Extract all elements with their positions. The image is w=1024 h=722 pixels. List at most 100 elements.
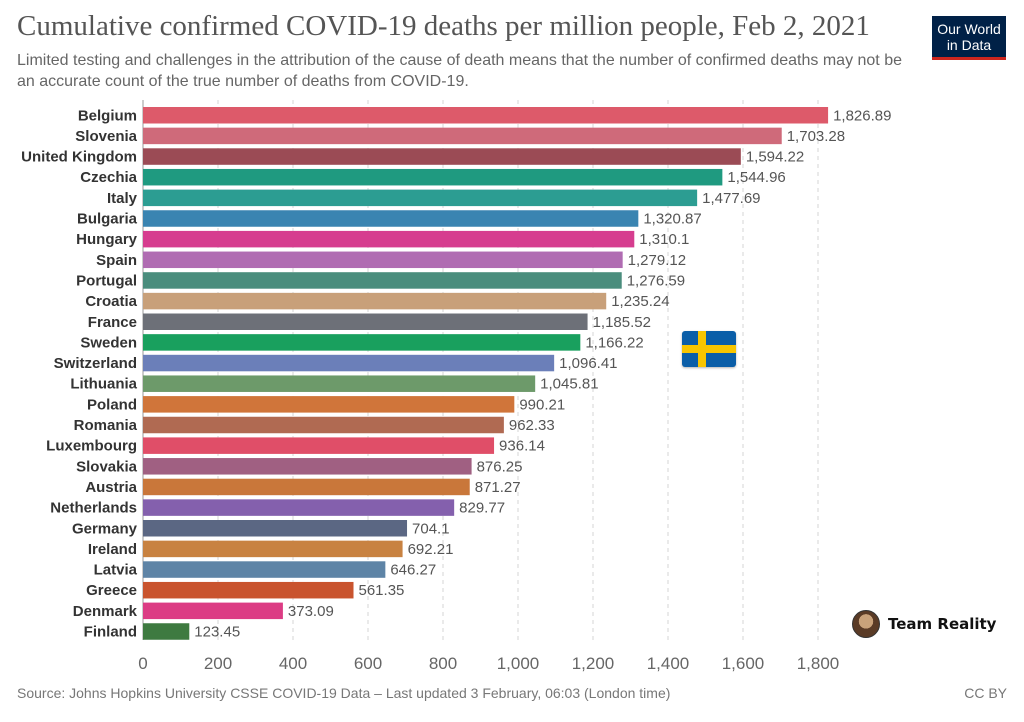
category-label: Portugal [76,272,137,289]
category-label: Lithuania [70,376,137,393]
x-tick-label: 0 [138,654,147,673]
value-label: 962.33 [509,417,555,434]
bar[interactable] [143,396,515,413]
category-label: Bulgaria [77,211,138,228]
value-label: 1,544.96 [727,169,785,186]
value-label: 829.77 [459,500,505,517]
category-label: Switzerland [54,355,137,372]
chart-title: Cumulative confirmed COVID-19 deaths per… [17,10,870,42]
category-label: Greece [86,582,137,599]
value-label: 1,279.12 [628,252,686,269]
value-label: 692.21 [408,541,454,558]
bar[interactable] [143,107,829,124]
bar[interactable] [143,499,455,516]
value-label: 871.27 [475,479,521,496]
value-label: 1,096.41 [559,355,617,372]
bar[interactable] [143,478,470,496]
bar[interactable] [143,168,723,186]
bar[interactable] [143,210,639,227]
bar[interactable] [143,292,607,310]
bar[interactable] [143,561,386,578]
category-label: Italy [107,190,138,207]
category-label: Latvia [94,562,138,579]
bar[interactable] [143,416,504,434]
bar[interactable] [143,437,495,454]
x-tick-label: 800 [429,654,457,673]
bar[interactable] [143,375,536,392]
category-label: Sweden [80,334,137,351]
category-label: Romania [74,417,138,434]
category-label: Austria [85,479,137,496]
sweden-flag-icon [682,331,736,367]
value-label: 1,185.52 [593,314,651,331]
bar[interactable] [143,520,408,537]
bar[interactable] [143,540,403,558]
value-label: 1,310.1 [639,231,689,248]
x-tick-label: 1,800 [797,654,840,673]
chart-subtitle: Limited testing and challenges in the at… [17,52,902,90]
source-note: Source: Johns Hopkins University CSSE CO… [17,685,671,701]
owid-logo[interactable]: Our World in Data [932,16,1006,60]
x-tick-label: 1,200 [572,654,615,673]
bar[interactable] [143,189,698,207]
team-reality-watermark: Team Reality [852,610,996,638]
bar[interactable] [143,272,622,289]
value-label: 876.25 [477,458,523,475]
value-label: 1,276.59 [627,272,685,289]
value-label: 1,235.24 [611,293,669,310]
logo-line-2: in Data [946,36,992,53]
category-label: Denmark [73,603,138,620]
category-label: Slovakia [76,458,138,475]
category-label: Czechia [80,169,137,186]
value-label: 936.14 [499,438,545,455]
bar[interactable] [143,334,581,351]
x-tick-label: 1,000 [497,654,540,673]
category-label: Croatia [85,293,137,310]
category-label: Belgium [78,107,137,124]
avatar [852,610,880,638]
bar[interactable] [143,354,555,372]
value-label: 646.27 [390,562,436,579]
x-tick-label: 200 [204,654,232,673]
value-label: 1,166.22 [585,334,643,351]
bar[interactable] [143,251,623,269]
bar[interactable] [143,313,588,331]
license-link[interactable]: CC BY [964,685,1007,701]
category-label: Slovenia [75,128,137,145]
category-label: Luxembourg [46,438,137,455]
value-label: 1,477.69 [702,190,760,207]
bar[interactable] [143,581,354,599]
value-label: 1,594.22 [746,149,804,166]
x-tick-label: 600 [354,654,382,673]
watermark-text: Team Reality [888,615,997,633]
logo-line-1: Our World [937,20,1001,37]
x-tick-label: 1,400 [647,654,690,673]
bar[interactable] [143,127,782,145]
category-label: Germany [72,520,138,537]
category-label: France [88,314,137,331]
value-label: 373.09 [288,603,334,620]
value-label: 1,826.89 [833,107,891,124]
category-label: United Kingdom [21,149,137,166]
value-label: 1,703.28 [787,128,845,145]
bar[interactable] [143,458,472,475]
category-label: Ireland [88,541,137,558]
value-label: 123.45 [194,624,240,641]
category-label: Spain [96,252,137,269]
value-label: 704.1 [412,520,450,537]
category-label: Netherlands [50,500,137,517]
category-label: Poland [87,396,137,413]
value-label: 1,320.87 [643,211,701,228]
value-label: 990.21 [519,396,565,413]
category-label: Finland [84,624,137,641]
bar[interactable] [143,602,283,620]
x-tick-label: 1,600 [722,654,765,673]
value-label: 561.35 [359,582,405,599]
bar[interactable] [143,230,635,248]
bar[interactable] [143,148,741,165]
value-label: 1,045.81 [540,376,598,393]
x-tick-label: 400 [279,654,307,673]
category-label: Hungary [76,231,138,248]
bar[interactable] [143,623,190,640]
